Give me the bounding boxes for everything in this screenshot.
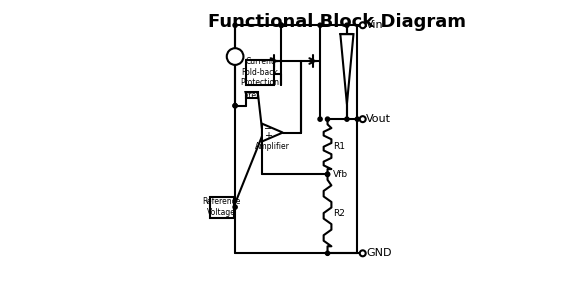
Circle shape	[279, 23, 283, 27]
Circle shape	[325, 172, 329, 176]
Text: GND: GND	[366, 248, 392, 258]
Circle shape	[318, 117, 322, 121]
Circle shape	[360, 250, 366, 256]
Polygon shape	[262, 124, 283, 142]
Circle shape	[360, 22, 366, 28]
Text: −: −	[264, 124, 273, 134]
Circle shape	[318, 23, 322, 27]
Circle shape	[325, 117, 329, 121]
Circle shape	[345, 23, 349, 27]
Text: Current
Fold-back
Protection: Current Fold-back Protection	[240, 57, 279, 87]
FancyBboxPatch shape	[210, 197, 233, 218]
Circle shape	[325, 251, 329, 255]
Circle shape	[325, 172, 329, 176]
Text: Reference
Voltage: Reference Voltage	[202, 197, 241, 217]
Text: Vref: Vref	[244, 90, 260, 100]
Circle shape	[355, 117, 359, 121]
Text: Amplifier: Amplifier	[255, 142, 290, 151]
Circle shape	[345, 117, 349, 121]
Text: +: +	[264, 132, 273, 142]
Text: R1: R1	[333, 142, 345, 151]
Circle shape	[233, 104, 237, 108]
Text: Functional Block Diagram: Functional Block Diagram	[208, 13, 466, 31]
FancyBboxPatch shape	[246, 92, 258, 98]
Text: R2: R2	[333, 209, 345, 218]
Circle shape	[233, 23, 237, 27]
FancyBboxPatch shape	[246, 59, 274, 85]
Text: Vout: Vout	[366, 114, 391, 124]
Text: Vfb: Vfb	[333, 170, 348, 179]
Circle shape	[233, 205, 237, 209]
Polygon shape	[340, 34, 353, 104]
Circle shape	[227, 48, 243, 65]
Text: Vin: Vin	[366, 20, 384, 30]
Circle shape	[279, 23, 283, 27]
Circle shape	[233, 104, 237, 108]
Circle shape	[360, 116, 366, 122]
